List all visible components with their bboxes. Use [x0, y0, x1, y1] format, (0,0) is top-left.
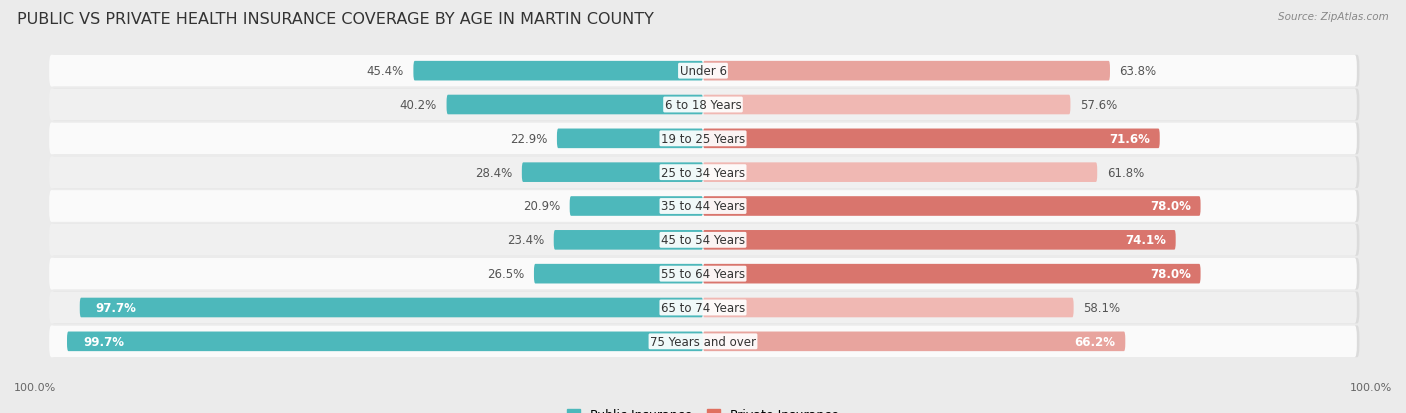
FancyBboxPatch shape — [569, 197, 703, 216]
FancyBboxPatch shape — [703, 264, 1201, 284]
Text: 22.9%: 22.9% — [510, 133, 547, 145]
FancyBboxPatch shape — [49, 123, 1357, 155]
FancyBboxPatch shape — [52, 157, 1360, 189]
Text: 97.7%: 97.7% — [96, 301, 136, 314]
FancyBboxPatch shape — [52, 89, 1360, 121]
Text: 40.2%: 40.2% — [399, 99, 437, 112]
Text: 58.1%: 58.1% — [1083, 301, 1121, 314]
Text: 100.0%: 100.0% — [1350, 382, 1392, 392]
Text: 19 to 25 Years: 19 to 25 Years — [661, 133, 745, 145]
FancyBboxPatch shape — [52, 191, 1360, 222]
FancyBboxPatch shape — [554, 230, 703, 250]
Legend: Public Insurance, Private Insurance: Public Insurance, Private Insurance — [562, 404, 844, 413]
FancyBboxPatch shape — [534, 264, 703, 284]
Text: 78.0%: 78.0% — [1150, 268, 1191, 280]
FancyBboxPatch shape — [49, 89, 1357, 121]
Text: 57.6%: 57.6% — [1080, 99, 1118, 112]
FancyBboxPatch shape — [52, 224, 1360, 256]
FancyBboxPatch shape — [52, 56, 1360, 88]
Text: 6 to 18 Years: 6 to 18 Years — [665, 99, 741, 112]
Text: 23.4%: 23.4% — [508, 234, 544, 247]
FancyBboxPatch shape — [67, 332, 703, 351]
FancyBboxPatch shape — [703, 129, 1160, 149]
FancyBboxPatch shape — [49, 56, 1357, 88]
Text: 26.5%: 26.5% — [486, 268, 524, 280]
FancyBboxPatch shape — [49, 258, 1357, 290]
Text: 45.4%: 45.4% — [367, 65, 404, 78]
Text: 78.0%: 78.0% — [1150, 200, 1191, 213]
FancyBboxPatch shape — [52, 325, 1360, 357]
FancyBboxPatch shape — [703, 197, 1201, 216]
Text: 71.6%: 71.6% — [1109, 133, 1150, 145]
FancyBboxPatch shape — [703, 163, 1097, 183]
FancyBboxPatch shape — [80, 298, 703, 318]
FancyBboxPatch shape — [52, 258, 1360, 290]
Text: Under 6: Under 6 — [679, 65, 727, 78]
FancyBboxPatch shape — [703, 332, 1125, 351]
Text: 99.7%: 99.7% — [83, 335, 124, 348]
Text: 25 to 34 Years: 25 to 34 Years — [661, 166, 745, 179]
Text: 74.1%: 74.1% — [1125, 234, 1166, 247]
Text: 28.4%: 28.4% — [475, 166, 512, 179]
FancyBboxPatch shape — [557, 129, 703, 149]
FancyBboxPatch shape — [52, 292, 1360, 324]
Text: 65 to 74 Years: 65 to 74 Years — [661, 301, 745, 314]
FancyBboxPatch shape — [703, 95, 1070, 115]
Text: 63.8%: 63.8% — [1119, 65, 1157, 78]
Text: 75 Years and over: 75 Years and over — [650, 335, 756, 348]
FancyBboxPatch shape — [413, 62, 703, 81]
Text: Source: ZipAtlas.com: Source: ZipAtlas.com — [1278, 12, 1389, 22]
Text: 61.8%: 61.8% — [1107, 166, 1144, 179]
Text: 20.9%: 20.9% — [523, 200, 560, 213]
FancyBboxPatch shape — [703, 62, 1109, 81]
FancyBboxPatch shape — [49, 224, 1357, 256]
Text: 55 to 64 Years: 55 to 64 Years — [661, 268, 745, 280]
FancyBboxPatch shape — [447, 95, 703, 115]
FancyBboxPatch shape — [49, 191, 1357, 222]
Text: 66.2%: 66.2% — [1074, 335, 1116, 348]
FancyBboxPatch shape — [522, 163, 703, 183]
Text: 100.0%: 100.0% — [14, 382, 56, 392]
FancyBboxPatch shape — [703, 298, 1074, 318]
FancyBboxPatch shape — [49, 157, 1357, 189]
FancyBboxPatch shape — [703, 230, 1175, 250]
FancyBboxPatch shape — [49, 292, 1357, 324]
FancyBboxPatch shape — [49, 325, 1357, 357]
FancyBboxPatch shape — [52, 123, 1360, 155]
Text: 35 to 44 Years: 35 to 44 Years — [661, 200, 745, 213]
Text: 45 to 54 Years: 45 to 54 Years — [661, 234, 745, 247]
Text: PUBLIC VS PRIVATE HEALTH INSURANCE COVERAGE BY AGE IN MARTIN COUNTY: PUBLIC VS PRIVATE HEALTH INSURANCE COVER… — [17, 12, 654, 27]
